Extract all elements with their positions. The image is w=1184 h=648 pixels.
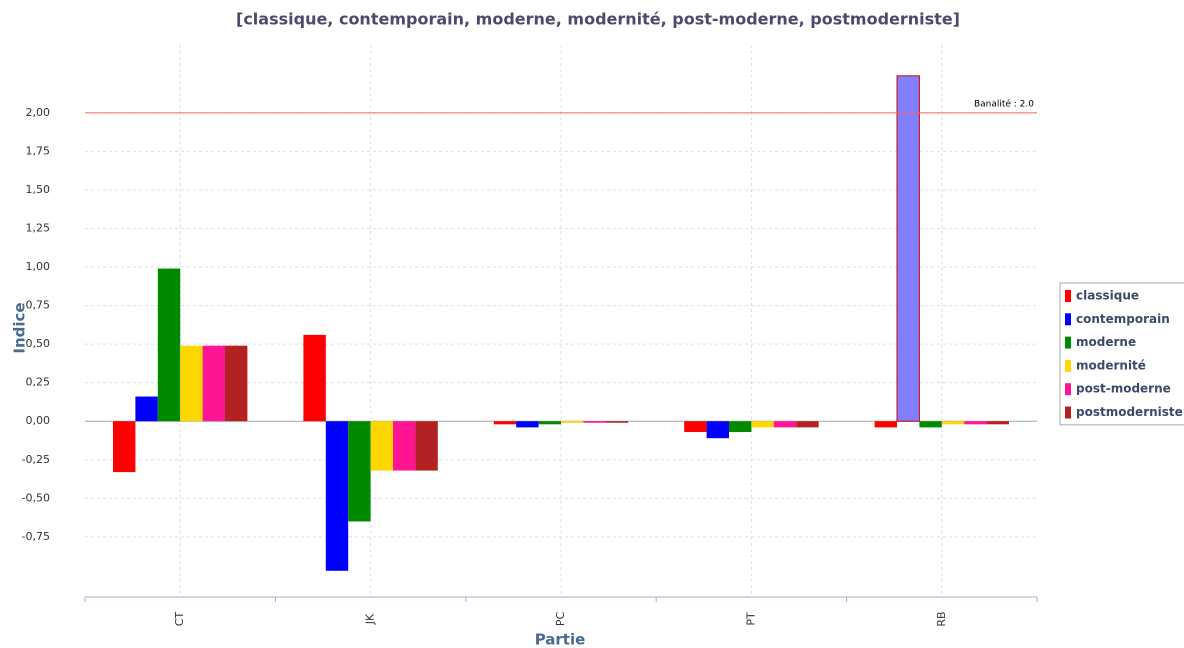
bar [415, 421, 438, 471]
x-tick-label: CT [173, 612, 186, 627]
legend-swatch [1065, 406, 1071, 419]
legend-swatch [1065, 383, 1071, 396]
bar [493, 421, 517, 425]
bar [180, 345, 203, 422]
y-tick-label: 0,50 [26, 337, 51, 350]
y-tick-label: 1,75 [26, 144, 51, 157]
legend-label: moderne [1076, 335, 1136, 349]
x-tick-label: JK [364, 613, 377, 625]
bar [325, 421, 349, 571]
y-tick-label: 2,00 [26, 106, 51, 119]
bar [516, 421, 539, 428]
bar [773, 421, 797, 428]
bar [684, 421, 707, 433]
bar [303, 334, 326, 422]
bar [874, 421, 897, 428]
bar [919, 421, 942, 428]
legend-swatch [1065, 290, 1071, 302]
bar [202, 345, 225, 422]
legend-box [1059, 282, 1184, 426]
legend-swatch [1065, 336, 1071, 349]
legend-label: post-moderne [1076, 382, 1171, 396]
bar [225, 345, 248, 422]
threshold-label: Banalité : 2.0 [974, 98, 1034, 109]
x-tick-label: PT [744, 612, 757, 626]
bar [157, 268, 181, 422]
bar [538, 421, 561, 425]
bar [751, 421, 774, 428]
legend-label: classique [1076, 289, 1139, 303]
bar [796, 421, 819, 428]
legend-swatch [1065, 313, 1071, 326]
y-tick-label: 0,25 [26, 376, 51, 389]
y-tick-label: -0,50 [22, 491, 50, 504]
bar [964, 421, 987, 425]
bar [370, 421, 393, 471]
x-tick-label: PC [554, 612, 567, 627]
y-tick-label: 1,25 [26, 221, 51, 234]
legend-label: contemporain [1076, 312, 1170, 326]
bar [941, 421, 965, 425]
y-tick-label: -0,75 [22, 530, 50, 543]
bar [113, 421, 136, 473]
bar [583, 421, 606, 423]
y-tick-label: 1,50 [26, 183, 51, 196]
y-tick-label: 1,00 [26, 260, 51, 273]
x-axis-label: Partie [535, 631, 586, 648]
bar [561, 421, 584, 423]
legend-label: postmoderniste [1076, 405, 1183, 419]
x-tick-label: RB [935, 611, 948, 626]
y-tick-label: 0,00 [26, 414, 51, 427]
bar [896, 75, 920, 422]
bar [605, 421, 629, 423]
chart-title: [classique, contemporain, moderne, moder… [236, 10, 960, 29]
bar [729, 421, 752, 433]
y-tick-label: 0,75 [26, 299, 51, 312]
bar [348, 421, 371, 522]
y-tick-label: -0,25 [22, 453, 50, 466]
legend-label: modernité [1076, 358, 1146, 372]
bar [706, 421, 729, 439]
bar [135, 396, 158, 422]
bar [986, 421, 1009, 425]
legend-swatch [1065, 359, 1071, 372]
y-axis-label: Indice [11, 302, 29, 353]
bar [393, 421, 416, 471]
